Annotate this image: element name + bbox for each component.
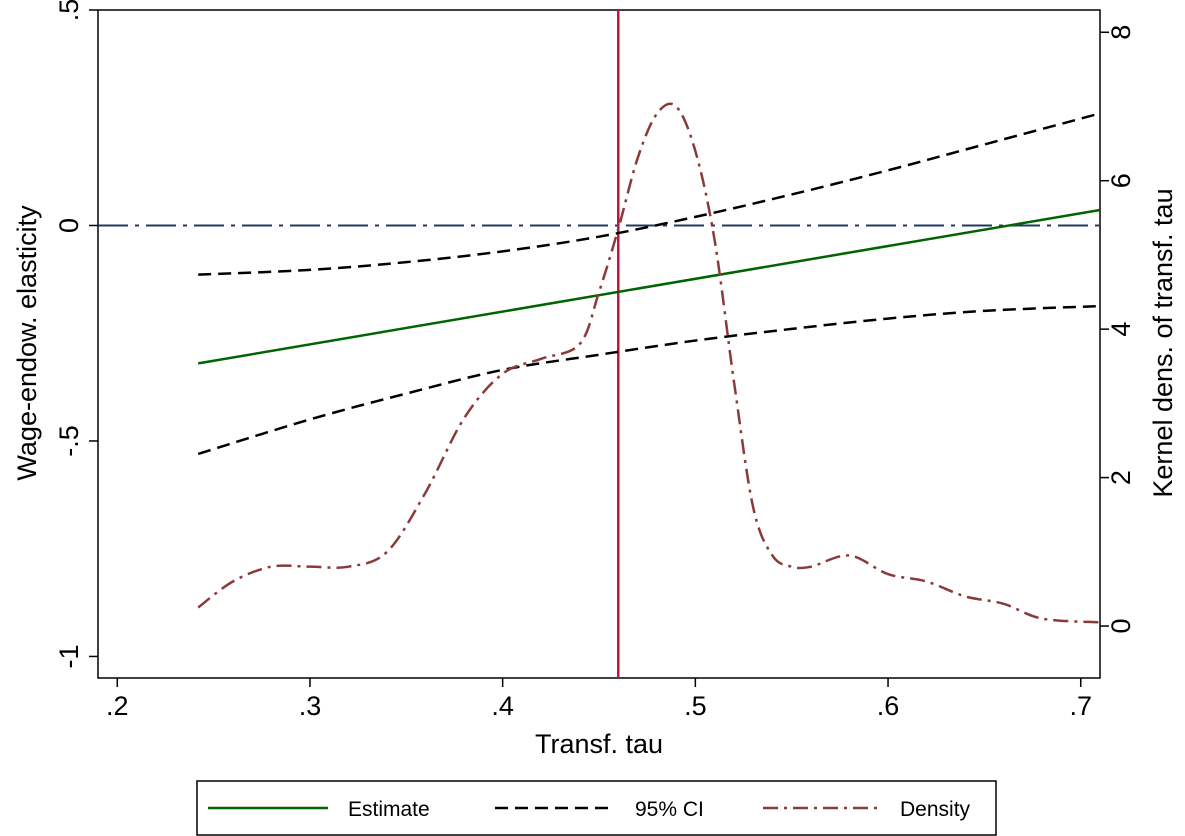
legend: Estimate 95% CI Density [196, 780, 997, 836]
y2-tick-label: 2 [1106, 470, 1136, 485]
y2-tick-label: 4 [1106, 322, 1136, 337]
x-axis: .2 .3 .4 .5 .6 .7 [106, 678, 1092, 721]
y-axis-right: 0 2 4 6 8 [1100, 25, 1136, 634]
reference-lines [98, 10, 1100, 678]
x-tick-label: .4 [491, 691, 514, 721]
y-tick-label: .5 [54, 0, 84, 21]
legend-items: Estimate 95% CI Density [208, 798, 971, 821]
x-axis-title: Transf. tau [535, 729, 663, 759]
legend-box [196, 780, 997, 836]
series-line-95-ci [198, 112, 1101, 276]
series-line-density [197, 102, 1101, 624]
x-tick-label: .3 [299, 691, 322, 721]
x-tick-label: .5 [684, 691, 707, 721]
y2-tick-label: 0 [1106, 619, 1136, 634]
y-axis-left: -1 -.5 0 .5 [54, 0, 98, 668]
y2-axis-title: Kernel dens. of transf. tau [1148, 188, 1178, 497]
x-tick-label: .2 [106, 691, 129, 721]
x-tick-label: .7 [1069, 691, 1092, 721]
series-line-estimate [197, 208, 1101, 365]
legend-label: 95% CI [635, 798, 704, 821]
y2-tick-label: 6 [1106, 173, 1136, 188]
y-axis-title: Wage-endow. elasticity [12, 205, 42, 481]
y-tick-label: 0 [54, 218, 84, 233]
x-tick-label: .6 [877, 691, 900, 721]
series-group [197, 102, 1101, 624]
plot-frame [97, 9, 1101, 679]
series-line-95-ci-lower [197, 304, 1101, 456]
legend-label: Density [900, 798, 971, 821]
legend-label: Estimate [348, 798, 430, 821]
y-tick-label: -.5 [54, 425, 84, 457]
y2-tick-label: 8 [1106, 25, 1136, 40]
y-tick-label: -1 [54, 644, 84, 668]
